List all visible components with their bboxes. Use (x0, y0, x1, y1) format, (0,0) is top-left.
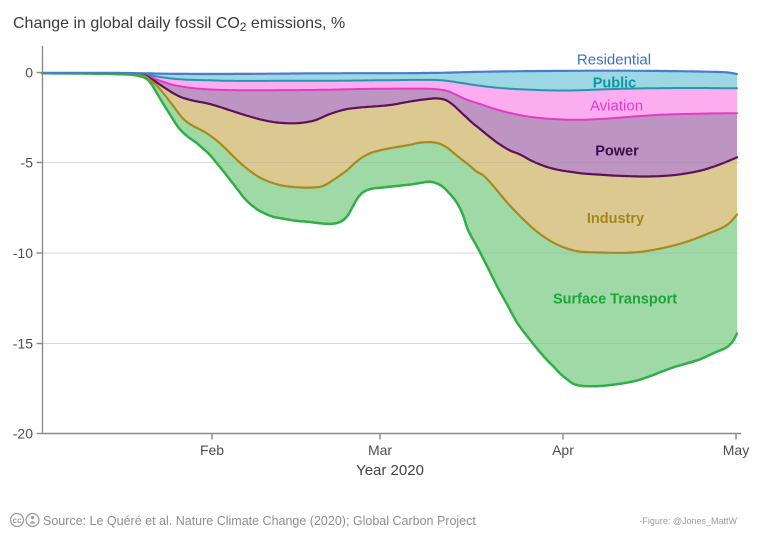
svg-text:-5: -5 (21, 155, 34, 171)
svg-text:0: 0 (25, 65, 33, 81)
svg-text:-15: -15 (13, 336, 33, 352)
svg-text:Residential: Residential (577, 52, 651, 69)
svg-text:Surface Transport: Surface Transport (553, 292, 677, 308)
svg-text:Change in global daily fossil: Change in global daily fossil CO2 emissi… (13, 15, 345, 34)
svg-text:cc: cc (13, 516, 22, 525)
svg-text:Year 2020: Year 2020 (356, 462, 424, 479)
svg-text:May: May (723, 442, 749, 458)
svg-text:Public: Public (593, 76, 637, 92)
svg-text:Source: Le Quéré et al. Nature: Source: Le Quéré et al. Nature Climate C… (43, 514, 476, 528)
svg-text:-20: -20 (13, 426, 33, 442)
svg-text:Apr: Apr (552, 442, 574, 458)
svg-text:Feb: Feb (200, 442, 224, 458)
svg-text:-Figure: @Jones_MattW: -Figure: @Jones_MattW (639, 516, 737, 526)
svg-text:Mar: Mar (368, 442, 392, 458)
svg-text:Power: Power (595, 144, 639, 160)
svg-text:Industry: Industry (587, 211, 644, 227)
svg-text:-10: -10 (13, 245, 33, 261)
svg-text:Aviation: Aviation (590, 98, 643, 115)
